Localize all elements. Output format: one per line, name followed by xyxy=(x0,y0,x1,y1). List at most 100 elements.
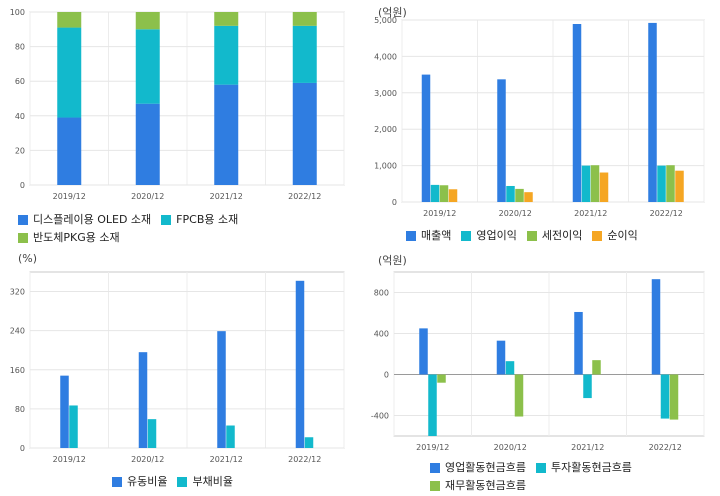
ratios-bar-s0-c3 xyxy=(295,280,305,448)
cashflow-legend-swatch xyxy=(430,481,440,491)
cashflow-bar-s1-c0 xyxy=(428,374,437,436)
composition-legend-item: 디스플레이용 OLED 소재 xyxy=(18,212,151,228)
cashflow-bar-s0-c1 xyxy=(496,340,506,375)
income-bar-s3-c2 xyxy=(599,172,609,202)
ratios-bar-s0-c0 xyxy=(60,375,69,448)
composition-bar-s2-c0 xyxy=(57,12,82,28)
composition-legend-item: 반도체PKG용 소재 xyxy=(18,230,120,246)
cashflow-ytick-label: 400 xyxy=(374,330,389,339)
composition-legend-label: FPCB용 소재 xyxy=(176,213,239,226)
ratios-ytick-label: 160 xyxy=(10,366,25,375)
income-xtick-label: 2021/12 xyxy=(574,209,607,218)
composition-bar-s2-c2 xyxy=(214,12,239,26)
ratios-bar-s1-c2 xyxy=(226,425,235,448)
composition-xtick-label: 2021/12 xyxy=(210,192,243,201)
composition-chart-panel: 0 20 40 60 80 100 2019/12 2020/12 2021/12 2022/12… xyxy=(0,0,360,248)
cashflow-ytick-label: -400 xyxy=(371,412,389,421)
income-legend-swatch xyxy=(461,231,472,241)
cashflow-bar-s2-c0 xyxy=(437,374,446,383)
composition-legend-label: 디스플레이용 OLED 소재 xyxy=(33,213,152,226)
income-legend: 매출액 영업이익 세전이익 순이익 xyxy=(406,228,706,246)
income-bar-s2-c3 xyxy=(666,165,675,202)
cashflow-ytick-label: 0 xyxy=(384,371,389,380)
cashflow-bar-s0-c0 xyxy=(419,328,428,375)
cashflow-xtick-label: 2019/12 xyxy=(416,443,449,452)
cashflow-ytick-label: 800 xyxy=(374,289,389,298)
income-legend-label: 영업이익 xyxy=(476,229,517,242)
ratios-legend-swatch xyxy=(112,477,122,487)
ratios-ytick-label: 240 xyxy=(10,327,25,336)
cashflow-bar-s1-c1 xyxy=(505,361,515,375)
income-chart: 0 1,000 2,000 3,000 4,000 5,000 2019/12 2020/12… xyxy=(374,16,705,218)
income-legend-label: 순이익 xyxy=(607,229,638,242)
composition-bar-s1-c0 xyxy=(57,27,82,118)
cashflow-xtick-label: 2021/12 xyxy=(571,443,604,452)
ratios-xtick-label: 2020/12 xyxy=(131,455,164,464)
ratios-bar-s1-c0 xyxy=(69,405,78,448)
income-bar-s0-c1 xyxy=(497,79,506,202)
ratios-xtick-label: 2022/12 xyxy=(288,455,321,464)
income-bar-s2-c1 xyxy=(515,188,524,202)
composition-legend-swatch xyxy=(161,215,172,225)
composition-ytick-label: 60 xyxy=(15,77,25,86)
ratios-legend-swatch xyxy=(177,477,188,487)
composition-bar-s0-c2 xyxy=(214,84,239,185)
composition-bar-s1-c1 xyxy=(135,29,160,104)
ratios-legend-item: 유동비율 xyxy=(112,474,167,490)
income-chart-panel: (억원) 0 1,000 2,000 3,000 4,000 5,000 2019/12 20… xyxy=(360,0,720,248)
income-legend-swatch xyxy=(592,231,603,241)
income-bar-s2-c2 xyxy=(590,165,600,202)
ratios-ytick-label: 320 xyxy=(10,288,25,297)
income-bar-s0-c0 xyxy=(421,74,431,202)
composition-legend-swatch xyxy=(18,215,28,225)
income-bar-s3-c1 xyxy=(524,192,533,202)
cashflow-legend-label: 투자활동현금흐름 xyxy=(550,461,632,474)
income-ytick-label: 2,000 xyxy=(374,125,397,134)
composition-legend-item: FPCB용 소재 xyxy=(161,212,238,228)
income-legend-label: 매출액 xyxy=(421,229,452,242)
ratios-xtick-label: 2019/12 xyxy=(53,455,86,464)
income-bar-s1-c3 xyxy=(657,165,666,202)
cashflow-legend-item: 재무활동현금흐름 xyxy=(430,478,526,494)
composition-bar-s2-c3 xyxy=(292,12,317,26)
composition-ytick-label: 80 xyxy=(15,43,25,52)
ratios-bar-s0-c2 xyxy=(217,331,226,448)
income-bar-s0-c3 xyxy=(648,22,657,202)
income-ytick-label: 5,000 xyxy=(374,16,397,25)
income-legend-label: 세전이익 xyxy=(541,229,583,242)
income-unit-label: (억원) xyxy=(378,6,407,19)
cashflow-chart-panel: (억원) -400 0 400 800 2019/12 2020/12 2021/12 202… xyxy=(360,248,720,496)
ratios-chart: 0 80 160 240 320 2019/12 2020/12 2021/12 2022/12 xyxy=(10,271,345,464)
composition-xtick-label: 2022/12 xyxy=(288,192,321,201)
composition-ytick-label: 100 xyxy=(10,8,25,17)
composition-bar-s0-c1 xyxy=(135,103,160,185)
cashflow-legend-item: 영업활동현금흐름 xyxy=(430,460,526,476)
income-legend-swatch xyxy=(406,231,416,241)
ratios-legend-item: 부채비율 xyxy=(177,474,233,490)
cashflow-legend-label: 재무활동현금흐름 xyxy=(445,479,526,492)
ratios-ytick-label: 80 xyxy=(15,405,25,414)
income-legend-swatch xyxy=(526,231,537,241)
cashflow-xtick-label: 2020/12 xyxy=(494,443,527,452)
composition-ytick-label: 0 xyxy=(20,181,25,190)
income-legend-item: 영업이익 xyxy=(461,228,517,244)
income-legend-item: 매출액 xyxy=(406,228,451,244)
ratios-chart-panel: (%) 0 80 160 240 320 2019/12 2020/12 2021/12 202… xyxy=(0,248,360,496)
composition-legend-label: 반도체PKG용 소재 xyxy=(33,231,120,244)
income-bar-s0-c2 xyxy=(572,24,582,203)
composition-chart: 0 20 40 60 80 100 2019/12 2020/12 2021/12 2022/12 xyxy=(10,8,345,201)
cashflow-bar-s1-c3 xyxy=(660,374,670,419)
ratios-xtick-label: 2021/12 xyxy=(210,455,243,464)
cashflow-legend-item: 투자활동현금흐름 xyxy=(535,460,632,476)
ratios-unit-label: (%) xyxy=(18,252,38,265)
cashflow-legend-label: 영업활동현금흐름 xyxy=(445,461,526,474)
cashflow-bar-s0-c3 xyxy=(651,279,661,375)
ratios-bar-s0-c1 xyxy=(138,352,148,448)
income-bar-s2-c0 xyxy=(439,185,449,202)
cashflow-bar-s2-c1 xyxy=(514,374,524,417)
ratios-legend-label: 부채비율 xyxy=(192,475,233,488)
income-bar-s3-c0 xyxy=(448,189,458,202)
income-legend-item: 순이익 xyxy=(592,228,638,244)
